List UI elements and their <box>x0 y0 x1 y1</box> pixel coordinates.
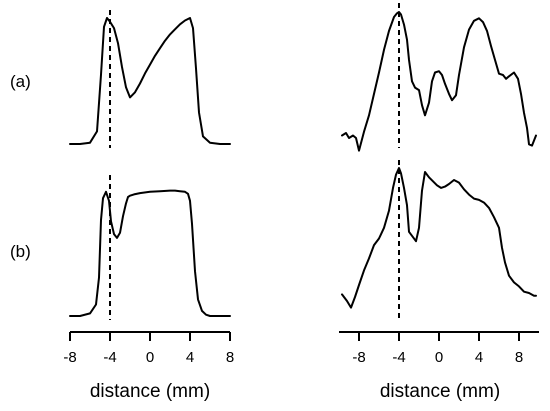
row-label-a: (a) <box>10 72 31 91</box>
x-tick-label-left-4: 8 <box>226 349 234 366</box>
series-line-a-right <box>341 11 537 152</box>
x-tick-label-right-3: 4 <box>475 349 483 366</box>
x-tick-label-left-2: 0 <box>146 349 154 366</box>
x-axis-left: -8 -4 0 4 8 <box>63 331 234 366</box>
series-line-a-left <box>69 17 231 145</box>
x-tick-label-right-0: -8 <box>352 349 365 366</box>
x-tick-label-right-1: -4 <box>392 349 405 366</box>
panel-b-left <box>69 175 231 320</box>
panel-a-right <box>341 3 537 152</box>
series-line-b-left <box>69 189 231 317</box>
x-tick-label-left-0: -8 <box>63 349 76 366</box>
row-label-b: (b) <box>10 242 31 261</box>
series-line-b-right <box>341 167 537 309</box>
x-tick-label-left-1: -4 <box>103 349 116 366</box>
x-tick-label-left-3: 4 <box>186 349 194 366</box>
x-tick-label-right-4: 8 <box>515 349 523 366</box>
x-axis-title-right: distance (mm) <box>380 381 500 402</box>
x-tick-label-right-2: 0 <box>435 349 443 366</box>
panel-a-left <box>69 10 231 148</box>
panel-b-right <box>341 160 537 318</box>
x-axis-right: -8 -4 0 4 8 <box>339 331 539 366</box>
x-axis-title-left: distance (mm) <box>90 381 210 402</box>
